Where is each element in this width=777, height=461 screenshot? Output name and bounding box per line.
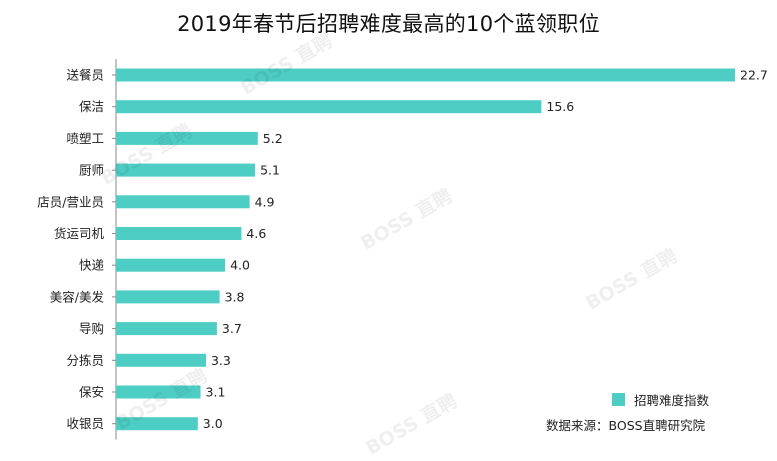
bar — [116, 163, 256, 177]
bar — [116, 322, 217, 336]
legend-swatch — [612, 393, 625, 406]
bar — [116, 385, 201, 399]
chart-legend: 招聘难度指数 — [612, 390, 709, 409]
bar — [116, 417, 198, 431]
y-tick-label: 美容/美发 — [50, 289, 105, 304]
bar — [116, 290, 220, 304]
y-tick-label: 喷塑工 — [66, 131, 104, 146]
data-label: 15.6 — [546, 99, 574, 114]
data-label: 3.7 — [222, 321, 242, 336]
data-label: 3.8 — [225, 289, 245, 304]
bar — [116, 195, 250, 209]
bar — [116, 258, 226, 272]
y-tick-label: 店员/营业员 — [37, 194, 104, 209]
bar — [116, 227, 242, 240]
y-tick-label: 厨师 — [79, 163, 104, 178]
y-tick-label: 导购 — [79, 321, 104, 336]
y-tick-label: 货运司机 — [54, 226, 105, 241]
data-label: 3.3 — [211, 353, 231, 368]
bar — [116, 353, 206, 367]
y-tick-label: 分拣员 — [66, 353, 104, 368]
data-label: 3.0 — [203, 416, 223, 431]
source-note: 数据来源：BOSS直聘研究院 — [546, 418, 706, 433]
data-label: 5.1 — [260, 163, 280, 178]
data-label: 22.7 — [740, 68, 768, 83]
y-tick-label: 快递 — [79, 258, 105, 273]
bar — [116, 100, 542, 114]
data-label: 4.0 — [230, 258, 250, 273]
y-tick-label: 保安 — [79, 385, 104, 400]
legend-label: 招聘难度指数 — [634, 393, 710, 408]
chart-title: 2019年春节后招聘难度最高的10个蓝领职位 — [177, 12, 600, 36]
data-label: 3.1 — [206, 385, 226, 400]
data-label: 5.2 — [263, 131, 283, 146]
y-tick-label: 保洁 — [79, 99, 104, 114]
bar — [116, 131, 258, 145]
data-label: 4.9 — [255, 194, 275, 209]
y-tick-label: 送餐员 — [66, 68, 104, 83]
bar — [116, 68, 735, 82]
y-tick-label: 收银员 — [66, 416, 104, 431]
data-label: 4.6 — [246, 226, 266, 241]
